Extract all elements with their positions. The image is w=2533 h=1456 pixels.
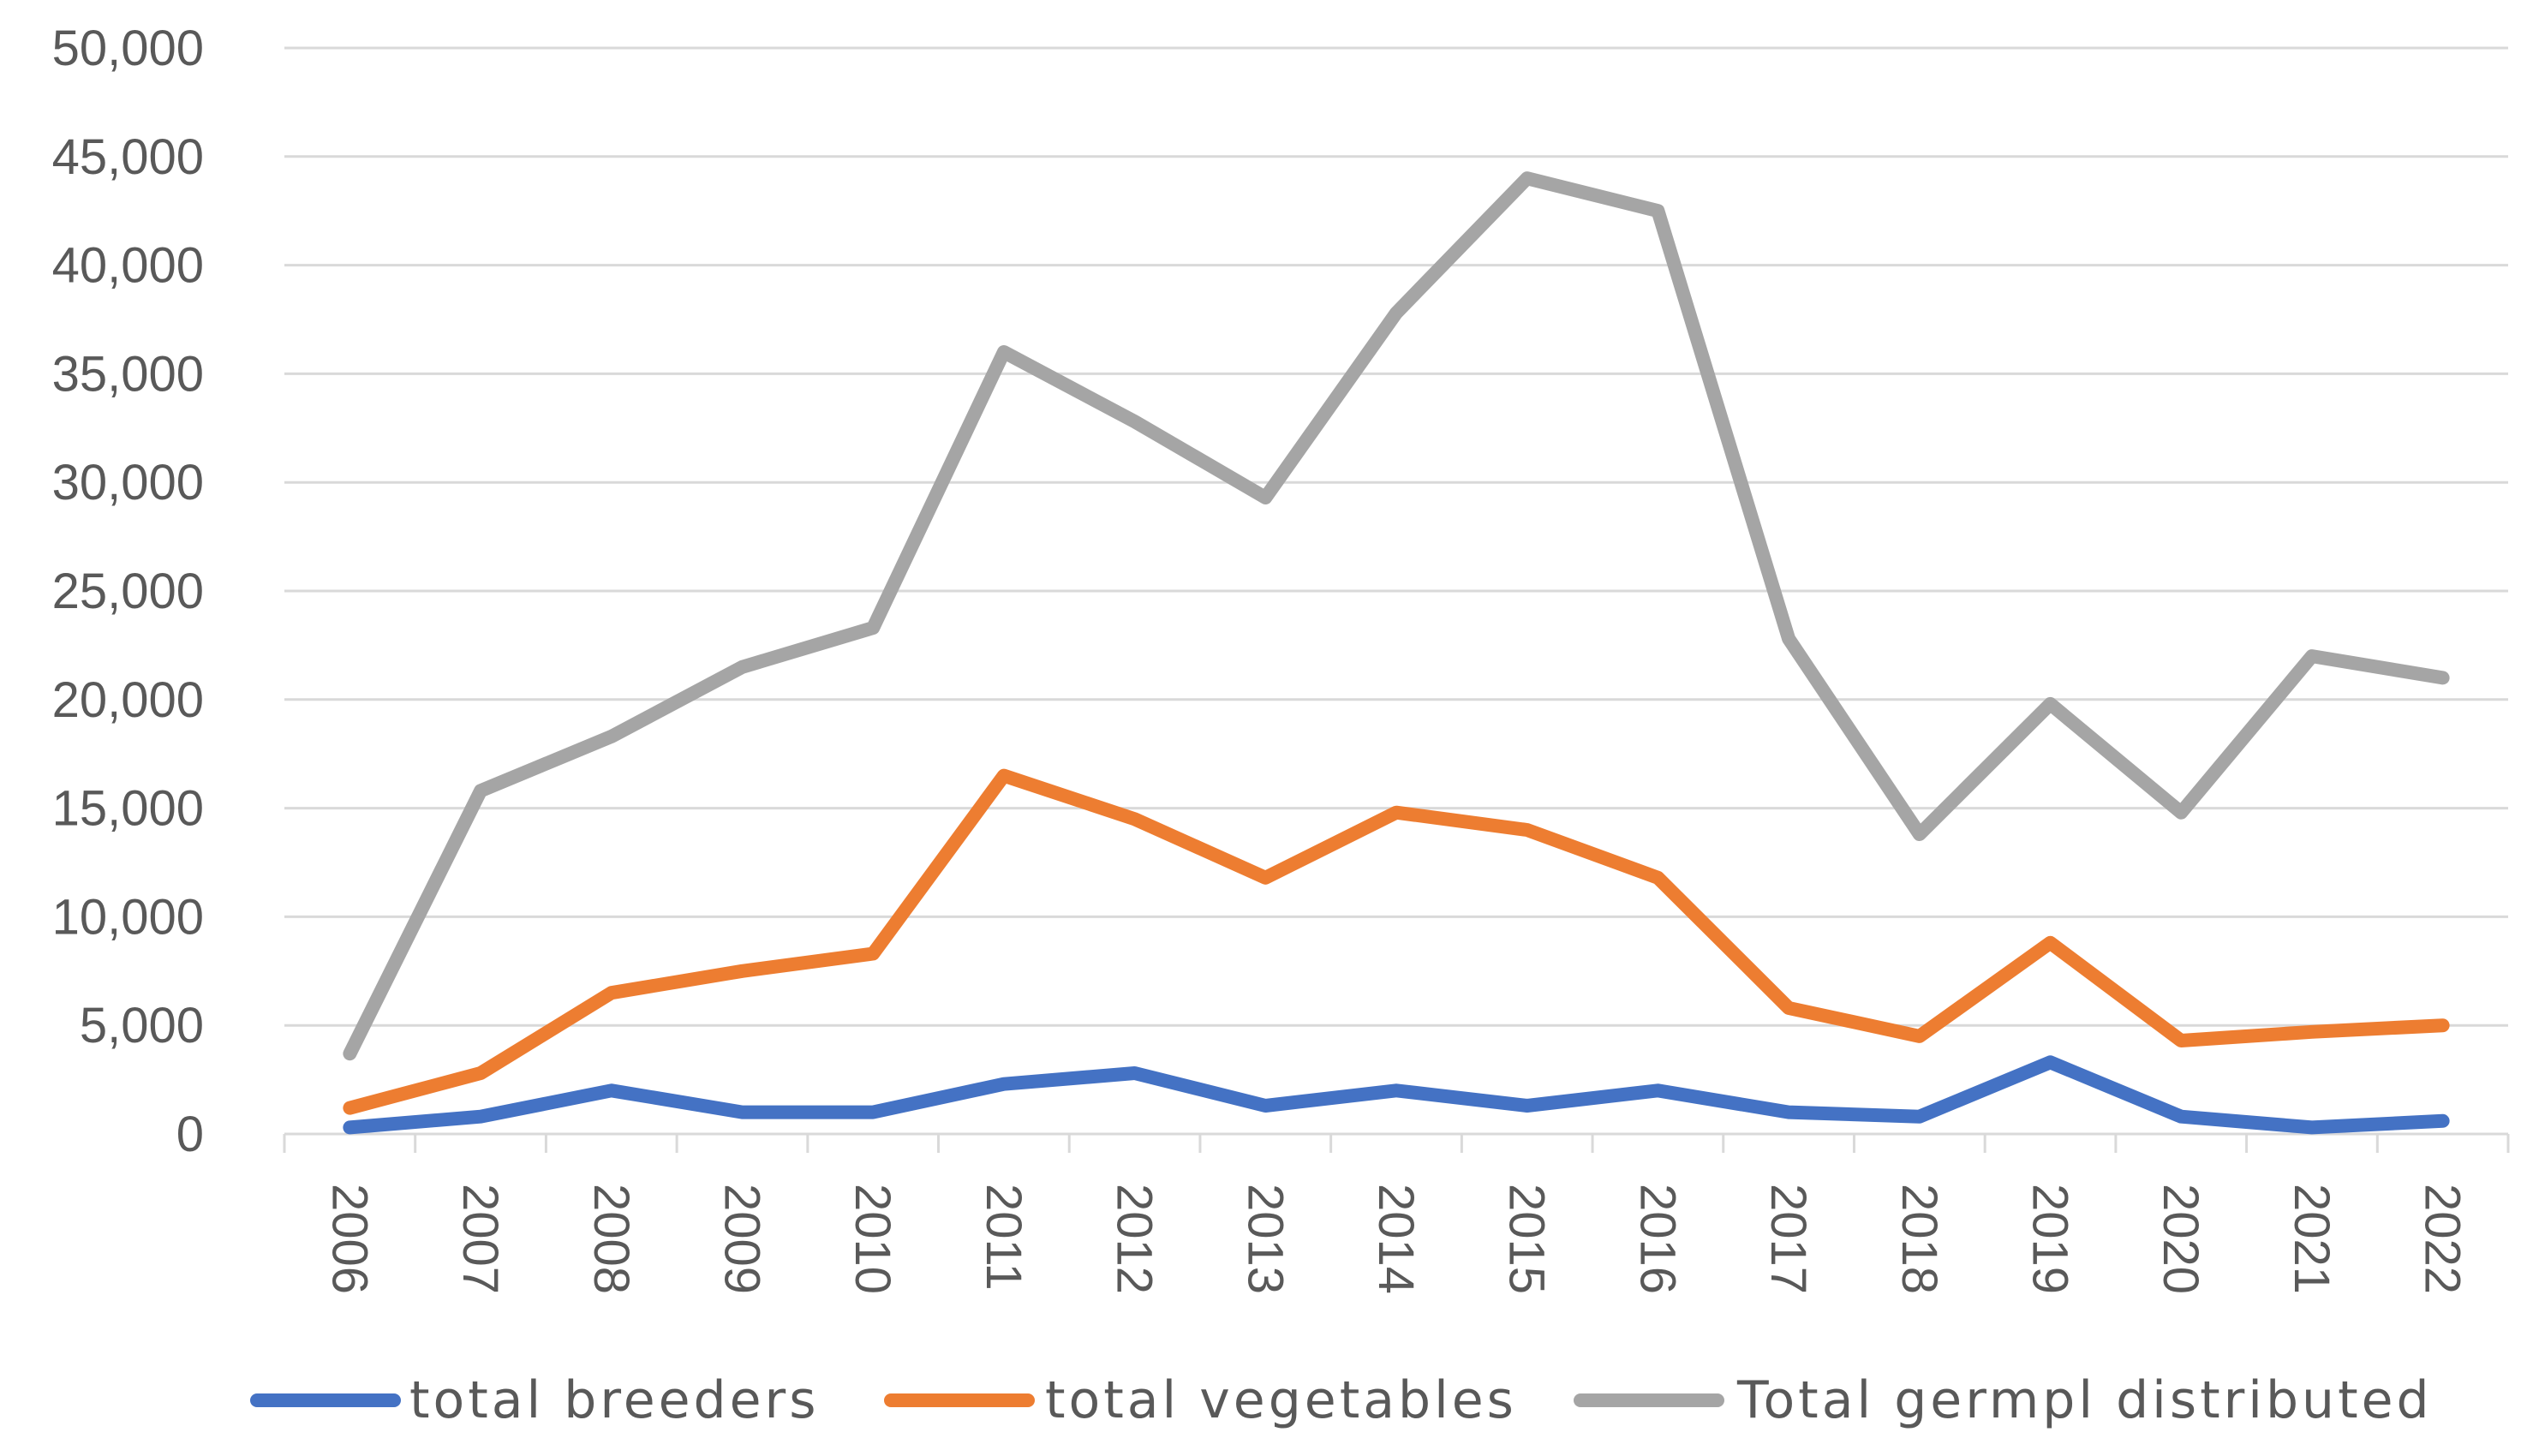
y-tick-label: 35,000 — [52, 346, 204, 402]
x-tick-label-2017: 2017 — [1760, 1184, 1816, 1294]
x-tick-label-2018: 2018 — [1891, 1184, 1947, 1294]
y-tick-label: 20,000 — [52, 672, 204, 728]
legend-label: Total germpl distributed — [1736, 1370, 2433, 1430]
x-tick-label-2006: 2006 — [321, 1184, 377, 1294]
y-tick-label: 5,000 — [80, 998, 204, 1053]
y-tick-label: 40,000 — [52, 238, 204, 294]
legend: total breeders total vegetables Total germ… — [250, 1370, 2433, 1430]
x-tick-label-2010: 2010 — [845, 1184, 900, 1294]
y-tick-label: 0 — [176, 1107, 204, 1162]
y-tick-label: 10,000 — [52, 889, 204, 945]
x-tick-label-2012: 2012 — [1107, 1184, 1162, 1294]
series-line-total-vegetables — [343, 768, 2450, 1115]
y-tick-label: 45,000 — [52, 129, 204, 185]
x-tick-label-2008: 2008 — [583, 1184, 639, 1294]
x-tick-label-2007: 2007 — [452, 1184, 508, 1294]
y-tick-label: 50,000 — [52, 21, 204, 76]
x-tick-label-2013: 2013 — [1237, 1184, 1293, 1294]
y-tick-label: 15,000 — [52, 781, 204, 837]
series-line-total-germpl-distributed — [343, 171, 2450, 1061]
x-tick-label-2020: 2020 — [2153, 1184, 2208, 1294]
y-axis: 0 5,000 10,000 15,000 20,000 25,000 30,000 35,0… — [52, 21, 204, 1162]
legend-label: total vegetables — [1045, 1370, 1517, 1430]
x-tick-label-2011: 2011 — [976, 1184, 1031, 1291]
x-tick-label-2014: 2014 — [1368, 1184, 1424, 1294]
x-tick-label-2016: 2016 — [1629, 1184, 1685, 1294]
legend-label: total breeders — [409, 1370, 819, 1430]
x-axis: 2006 2007 2008 2009 2010 2011 2012 2013 2014 2015… — [283, 1132, 2510, 1294]
x-tick-label-2015: 2015 — [1499, 1184, 1555, 1294]
series-line-total-breeders — [343, 1055, 2450, 1135]
x-tick-label-2019: 2019 — [2022, 1184, 2078, 1294]
y-tick-label: 30,000 — [52, 455, 204, 510]
x-tick-label-2021: 2021 — [2284, 1184, 2339, 1294]
series-lines — [343, 171, 2450, 1135]
x-tick-label-2022: 2022 — [2415, 1184, 2470, 1294]
x-tick-label-2009: 2009 — [714, 1184, 769, 1294]
y-tick-label: 25,000 — [52, 564, 204, 619]
gridlines — [284, 46, 2508, 1027]
